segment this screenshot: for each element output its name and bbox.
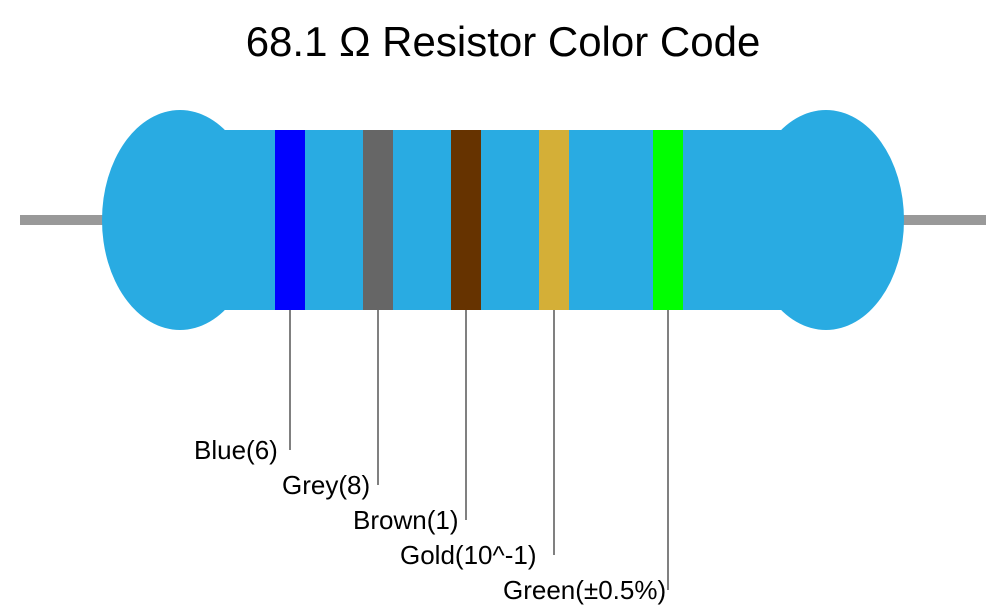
resistor-diagram: [0, 80, 1006, 600]
color-band: [363, 130, 393, 310]
diagram-title: 68.1 Ω Resistor Color Code: [0, 18, 1006, 66]
color-band: [653, 130, 683, 310]
band-label: Gold(10^-1): [400, 540, 536, 571]
band-label: Green(±0.5%): [503, 575, 666, 606]
band-label: Brown(1): [353, 505, 458, 536]
band-label: Grey(8): [282, 470, 370, 501]
band-label: Blue(6): [194, 435, 278, 466]
color-band: [451, 130, 481, 310]
color-band: [539, 130, 569, 310]
color-band: [275, 130, 305, 310]
